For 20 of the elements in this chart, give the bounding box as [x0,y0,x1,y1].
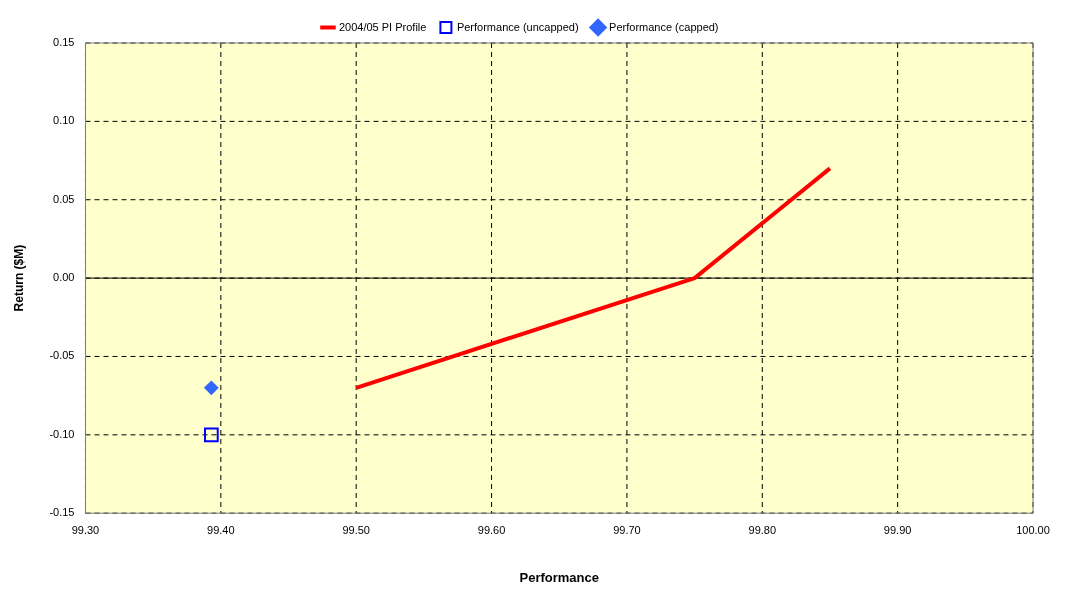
y-tick-label: -0.05 [49,349,75,362]
x-tick-label: 99.80 [748,523,777,536]
y-tick-label: -0.10 [49,427,75,440]
y-tick-label: 0.05 [53,192,75,205]
y-tick-label: 0.00 [53,271,75,284]
y-tick-label: -0.15 [49,506,75,519]
x-tick-label: 99.40 [207,523,235,536]
x-tick-label: 99.60 [477,523,506,536]
legend-label: 2004/05 PI Profile [338,20,427,33]
x-tick-label: 100.00 [1016,523,1050,536]
x-tick-label: 99.70 [613,523,641,536]
legend-label: Performance (capped) [609,20,719,33]
x-tick-label: 99.90 [883,523,912,536]
y-tick-label: 0.15 [53,36,75,49]
y-tick-label: 0.10 [53,114,75,127]
y-axis-title: Return ($M) [11,244,26,312]
legend-label: Performance (uncapped) [456,20,579,33]
x-axis-title: Performance [519,569,599,585]
x-tick-label: 99.30 [71,523,100,536]
x-tick-label: 99.50 [342,523,370,536]
